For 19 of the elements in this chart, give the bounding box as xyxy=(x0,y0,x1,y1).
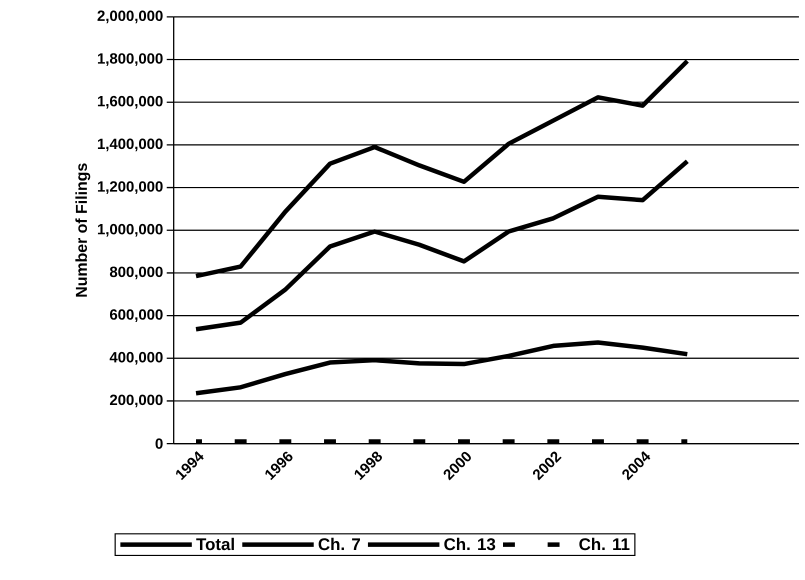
y-tick-label: 0 xyxy=(156,438,163,450)
y-tick-label: 1,400,000 xyxy=(98,138,163,152)
legend-label: Ch. 7 xyxy=(318,538,360,550)
line-series xyxy=(194,159,690,332)
y-tick-label: 1,800,000 xyxy=(98,53,163,66)
y-tick-label: 800,000 xyxy=(110,266,163,280)
y-tick-label: 1,600,000 xyxy=(98,96,163,109)
y-tick-label: 600,000 xyxy=(110,309,163,322)
line-series xyxy=(194,340,690,396)
y-tick-label: 400,000 xyxy=(110,352,163,365)
y-tick-label: 200,000 xyxy=(110,394,163,408)
y-axis-title: Number of Filings xyxy=(75,164,90,297)
legend-label: Ch. 11 xyxy=(579,538,630,550)
legend-label: Ch. 13 xyxy=(444,538,496,550)
legend-label: Total xyxy=(196,538,234,550)
y-tick-label: 1,200,000 xyxy=(98,181,163,194)
y-tick-label: 1,000,000 xyxy=(98,224,163,237)
y-tick-label: 2,000,000 xyxy=(98,10,163,24)
line-series xyxy=(194,59,690,279)
